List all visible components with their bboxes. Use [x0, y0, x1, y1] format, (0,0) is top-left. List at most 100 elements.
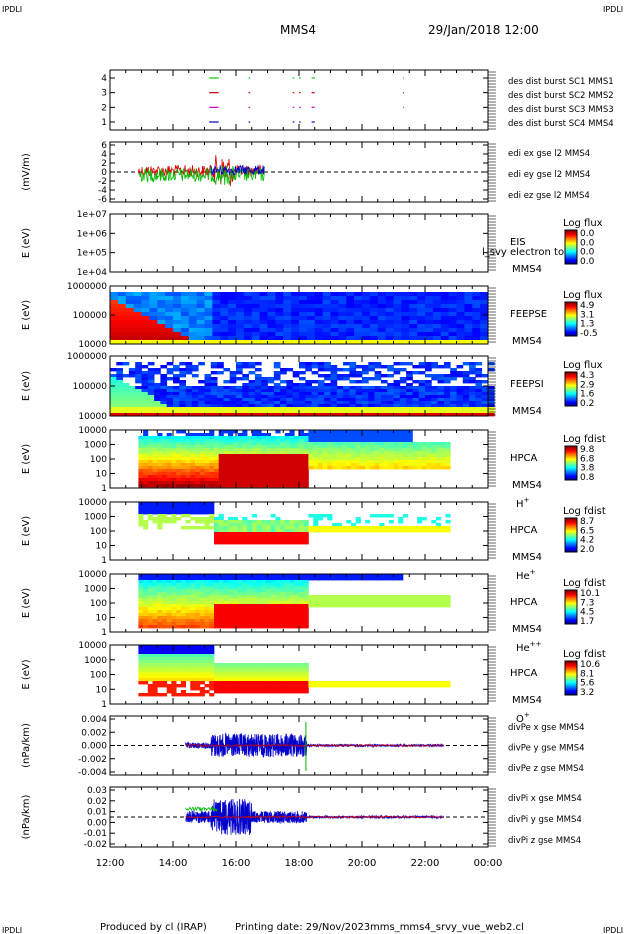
spectrogram-cell	[191, 374, 199, 378]
spectrogram-cell	[377, 328, 387, 333]
edi-ytick-label: 6	[101, 141, 107, 151]
spectrogram-cell	[149, 328, 158, 333]
spectrogram-cell	[176, 598, 182, 602]
spectrogram-cell	[138, 610, 144, 614]
spectrogram-cell	[299, 583, 305, 587]
colorbar-step	[565, 466, 577, 468]
colorbar-step	[565, 548, 577, 550]
spectrogram-cell	[360, 466, 366, 470]
spectrogram-cell	[379, 601, 385, 605]
spectrogram-cell	[242, 484, 248, 488]
spectrogram-cell	[110, 389, 117, 393]
spectrogram-cell	[199, 619, 205, 623]
spectrogram-cell	[152, 613, 158, 617]
spectrogram-cell	[425, 320, 434, 325]
spectrogram-cell	[209, 448, 215, 452]
spectrogram-cell	[110, 292, 119, 297]
spectrogram-cell	[417, 304, 426, 309]
hpca_hepp-colorbar-tick: 10.1	[580, 589, 600, 599]
spectrogram-cell	[199, 469, 205, 473]
spectrogram-cell	[313, 526, 319, 530]
spectrogram-cell	[214, 598, 220, 602]
spectrogram-cell	[143, 457, 149, 461]
spectrogram-cell	[190, 466, 196, 470]
spectrogram-cell	[256, 529, 262, 533]
spectrogram-cell	[327, 601, 333, 605]
spectrogram-cell	[204, 625, 210, 629]
spectrogram-cell	[311, 398, 319, 402]
spectrogram-cell	[412, 410, 420, 414]
hpca_he-species-label: He+	[516, 568, 536, 582]
spectrogram-cell	[242, 442, 248, 446]
spectrogram-cell	[251, 324, 261, 329]
spectrogram-cell	[116, 383, 123, 387]
spectrogram-cell	[218, 580, 224, 584]
spectrogram-cell	[110, 398, 117, 402]
spectrogram-cell	[317, 398, 325, 402]
spectrogram-cell	[128, 398, 136, 402]
spectrogram-cell	[393, 395, 401, 399]
spectrogram-cell	[160, 398, 168, 402]
spectrogram-cell	[138, 502, 144, 506]
spectrogram-cell	[406, 374, 413, 378]
spectrogram-cell	[369, 574, 375, 578]
spectrogram-cell	[306, 336, 316, 341]
spectrogram-cell	[299, 389, 306, 393]
spectrogram-cell	[379, 604, 385, 608]
spectrogram-cell	[261, 580, 267, 584]
spectrogram-cell	[289, 463, 295, 467]
spectrogram-cell	[445, 598, 451, 602]
spectrogram-cell	[247, 592, 253, 596]
spectrogram-cell	[210, 407, 218, 411]
spectrogram-cell	[299, 463, 305, 467]
spectrogram-cell	[402, 598, 408, 602]
spectrogram-cell	[286, 401, 294, 405]
hpca_hepp-colorbar	[564, 589, 578, 625]
spectrogram-cell	[265, 592, 271, 596]
spectrogram-cell	[289, 520, 295, 524]
spectrogram-cell	[254, 389, 262, 393]
spectrogram-cell	[336, 368, 344, 372]
spectrogram-cell	[336, 430, 342, 434]
spectrogram-cell	[421, 466, 427, 470]
spectrogram-cell	[369, 336, 379, 341]
spectrogram-cell	[407, 598, 413, 602]
spectrogram-cell	[273, 362, 281, 366]
spectrogram-cell	[284, 541, 290, 545]
spectrogram-cell	[128, 404, 136, 408]
spectrogram-cell	[305, 383, 312, 387]
spectrogram-cell	[402, 451, 408, 455]
spectrogram-cell	[265, 445, 271, 449]
spectrogram-cell	[138, 472, 144, 476]
spectrogram-cell	[152, 511, 158, 515]
burst-legend-entry: des dist burst SC2 MMS2	[508, 91, 614, 101]
spectrogram-cell	[369, 320, 379, 325]
spectrogram-cell	[267, 312, 276, 317]
spectrogram-cell	[165, 296, 174, 301]
spectrogram-cell	[204, 324, 213, 329]
spectrogram-cell	[322, 300, 331, 305]
spectrogram-cell	[162, 577, 168, 581]
spectrogram-cell	[185, 508, 191, 512]
spectrogram-cell	[374, 574, 380, 578]
spectrogram-cell	[223, 448, 229, 452]
spectrogram-cell	[173, 365, 180, 369]
spectrogram-cell	[147, 517, 153, 521]
spectrogram-cell	[374, 433, 380, 437]
spectrogram-cell	[354, 324, 363, 329]
spectrogram-cell	[480, 336, 489, 341]
spectrogram-cell	[305, 404, 312, 408]
spectrogram-cell	[327, 604, 333, 608]
spectrogram-cell	[173, 296, 182, 301]
spectrogram-cell	[291, 304, 300, 309]
spectrogram-cell	[270, 475, 276, 479]
spectrogram-cell	[308, 454, 314, 458]
spectrogram-cell	[242, 622, 248, 626]
spectrogram-cell	[223, 454, 229, 458]
spectrogram-cell	[152, 445, 158, 449]
spectrogram-cell	[232, 523, 238, 527]
colorbar-step	[565, 334, 577, 336]
spectrogram-cell	[242, 410, 249, 414]
colorbar-step	[565, 549, 577, 551]
